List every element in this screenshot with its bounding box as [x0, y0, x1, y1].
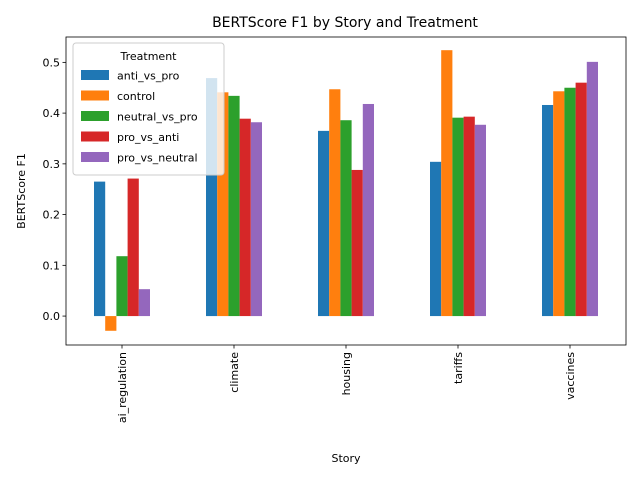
bar-pro_vs_neutral-vaccines [586, 61, 598, 317]
bar-pro_vs_anti-climate [239, 118, 251, 317]
bar-pro_vs_neutral-housing [362, 103, 374, 317]
bar-neutral_vs_pro-housing [340, 120, 352, 317]
y-tick-label: 0.2 [43, 209, 61, 222]
y-axis: 0.0 0.1 0.2 0.3 0.4 0.5 [43, 56, 66, 323]
bar-control-ai_regulation [105, 316, 117, 331]
x-tick-label: ai_regulation [116, 352, 129, 423]
legend-label-anti_vs_pro: anti_vs_pro [117, 70, 180, 83]
x-tick-label: tariffs [452, 352, 465, 384]
legend-swatch-neutral_vs_pro [81, 111, 109, 121]
bar-neutral_vs_pro-vaccines [564, 87, 576, 317]
legend-box [72, 42, 225, 176]
y-axis-label: BERTScore F1 [15, 153, 28, 229]
y-tick-label: 0.1 [43, 259, 61, 272]
bar-pro_vs_neutral-climate [250, 122, 262, 317]
bar-control-housing [329, 89, 341, 317]
x-tick-label: climate [228, 352, 241, 393]
y-tick-label: 0.5 [43, 56, 61, 69]
legend-label-pro_vs_anti: pro_vs_anti [117, 131, 179, 144]
bar-neutral_vs_pro-climate [228, 95, 240, 317]
x-tick-label: vaccines [564, 352, 577, 400]
legend-swatch-anti_vs_pro [81, 70, 109, 80]
bar-pro_vs_anti-ai_regulation [127, 178, 139, 317]
bar-control-vaccines [553, 91, 565, 317]
bar-anti_vs_pro-vaccines [542, 104, 554, 317]
y-tick-label: 0.4 [43, 107, 61, 120]
bar-control-tariffs [441, 50, 453, 317]
bar-anti_vs_pro-tariffs [430, 161, 442, 317]
bar-anti_vs_pro-climate [206, 78, 218, 317]
legend-label-pro_vs_neutral: pro_vs_neutral [117, 152, 198, 165]
legend-label-control: control [117, 90, 155, 103]
legend-swatch-pro_vs_anti [81, 131, 109, 142]
bar-pro_vs_neutral-ai_regulation [138, 289, 150, 317]
bar-control-climate [217, 92, 229, 317]
bar-anti_vs_pro-housing [318, 130, 330, 317]
bar-pro_vs_anti-vaccines [575, 82, 587, 317]
bar-anti_vs_pro-ai_regulation [94, 181, 106, 317]
y-tick-label: 0.0 [43, 310, 61, 323]
bar-pro_vs_anti-housing [351, 169, 363, 317]
legend-title: Treatment [120, 50, 178, 63]
bar-neutral_vs_pro-tariffs [452, 117, 464, 317]
x-axis: ai_regulation climate housing tariffs vaccin… [116, 345, 577, 423]
y-tick-label: 0.3 [43, 158, 61, 171]
x-tick-label: housing [340, 352, 353, 395]
chart-title: BERTScore F1 by Story and Treatment [212, 15, 478, 31]
legend-label-neutral_vs_pro: neutral_vs_pro [117, 111, 198, 124]
x-axis-label: Story [331, 452, 361, 465]
legend-swatch-control [81, 90, 109, 101]
bar-pro_vs_anti-tariffs [463, 116, 475, 317]
bar-pro_vs_neutral-tariffs [474, 124, 486, 317]
bar-neutral_vs_pro-ai_regulation [116, 256, 128, 317]
bars-group [94, 50, 598, 331]
legend-swatch-pro_vs_neutral [81, 152, 109, 162]
